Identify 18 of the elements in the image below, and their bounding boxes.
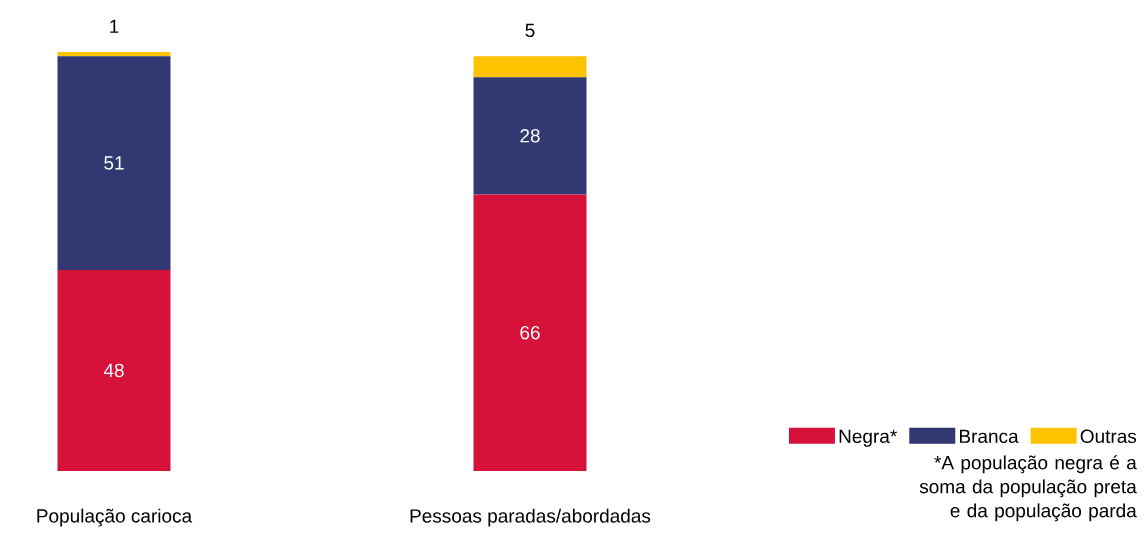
bar bbox=[473, 194, 587, 471]
text: *A população negra é a soma da população preta e da população parda bbox=[919, 455, 1137, 522]
data-label: 66 bbox=[520, 325, 540, 340]
data-label: 48 bbox=[103, 363, 124, 378]
bar bbox=[57, 269, 171, 471]
bar bbox=[473, 56, 587, 78]
bar bbox=[57, 51, 171, 57]
x-tick-label: População carioca bbox=[37, 508, 193, 527]
legend-label: Outras bbox=[1080, 429, 1137, 444]
bar bbox=[57, 56, 171, 270]
data-label: 1 bbox=[110, 19, 119, 33]
data-label: 28 bbox=[520, 129, 540, 143]
legend-label: Negra* bbox=[839, 429, 897, 447]
data-label: 51 bbox=[104, 156, 124, 170]
bar bbox=[473, 77, 587, 195]
x-tick-label: Pessoas paradas/abordadas bbox=[410, 508, 651, 527]
legend-label: Branca bbox=[959, 429, 1019, 444]
data-label: 5 bbox=[525, 23, 535, 38]
